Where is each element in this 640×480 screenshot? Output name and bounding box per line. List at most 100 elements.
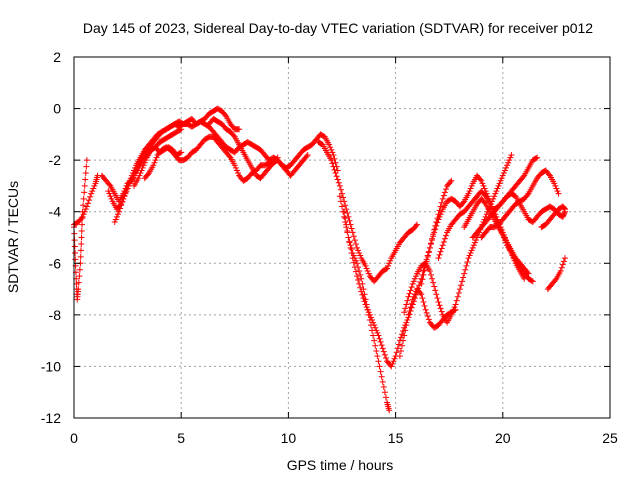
data-point [380,348,387,355]
data-point [233,167,240,174]
data-point [120,195,127,202]
data-point [409,280,416,287]
data-point [453,297,460,304]
data-point [436,302,443,309]
data-point [498,175,505,182]
data-point [357,284,364,291]
data-point [560,204,567,211]
data-point [72,256,79,263]
data-point [465,255,472,262]
data-point [355,247,362,254]
data-point [425,316,432,323]
data-point [336,182,343,189]
data-point [403,301,410,308]
data-point [80,211,87,218]
y-tick-label: -10 [41,358,61,374]
data-point [529,278,536,285]
data-point [421,302,428,309]
data-point [480,182,487,189]
data-point [430,279,437,286]
data-point [86,197,93,204]
data-point [378,342,385,349]
data-point [402,305,409,312]
data-point [399,342,406,349]
data-point [425,249,432,256]
data-point [376,335,383,342]
data-point [371,322,378,329]
data-point [422,306,429,313]
data-point [524,269,531,276]
data-point [82,206,89,213]
data-point [395,341,402,348]
data-point [348,225,355,232]
data-point [402,327,409,334]
data-point [80,202,87,209]
data-point [77,247,84,254]
data-point [440,239,447,246]
data-point [136,172,143,179]
data-point [520,173,527,180]
data-point [152,157,159,164]
data-point [434,295,441,302]
data-point [440,192,447,199]
data-point [81,189,88,196]
data-point [365,309,372,316]
data-point [418,275,425,282]
data-point [326,141,333,148]
data-point [84,200,91,207]
data-point [373,347,380,354]
data-point [386,260,393,267]
data-point [433,291,440,298]
data-point [81,208,88,215]
data-point [405,293,412,300]
data-point [371,337,378,344]
data-point [397,347,404,354]
data-point [437,211,444,218]
data-point [423,258,430,265]
data-point [419,295,426,302]
data-point [560,211,567,218]
data-point [473,237,479,244]
data-point [436,213,443,220]
data-point [377,368,384,375]
data-point [479,180,486,187]
data-point [340,194,347,201]
x-tick-label: 10 [281,430,297,446]
data-point [403,322,410,329]
data-point [390,358,397,365]
data-point [330,151,337,158]
data-point [106,190,113,197]
data-point [559,261,566,268]
data-point [381,351,388,358]
data-points [71,105,568,414]
data-point [273,155,280,162]
data-point [442,186,449,193]
data-point [379,345,386,352]
data-point [439,195,446,202]
data-point [388,363,395,370]
data-point [508,151,515,158]
data-point [356,249,363,256]
data-point [426,244,433,251]
data-point [561,206,568,213]
data-point [127,175,134,182]
data-point [75,279,82,286]
data-point [561,255,568,262]
data-point [454,293,461,300]
data-point [495,182,502,189]
data-point [420,298,427,305]
data-point [355,277,362,284]
data-point [552,277,559,284]
data-point [75,286,82,293]
data-point [456,286,463,293]
data-point [331,155,338,162]
data-point [465,190,472,197]
data-point [372,342,379,349]
data-point [412,222,419,229]
data-point [119,199,126,206]
y-tick-label: -6 [49,255,62,271]
data-point [83,203,90,210]
data-point [468,182,475,189]
data-point [401,309,408,316]
data-point [559,213,566,220]
